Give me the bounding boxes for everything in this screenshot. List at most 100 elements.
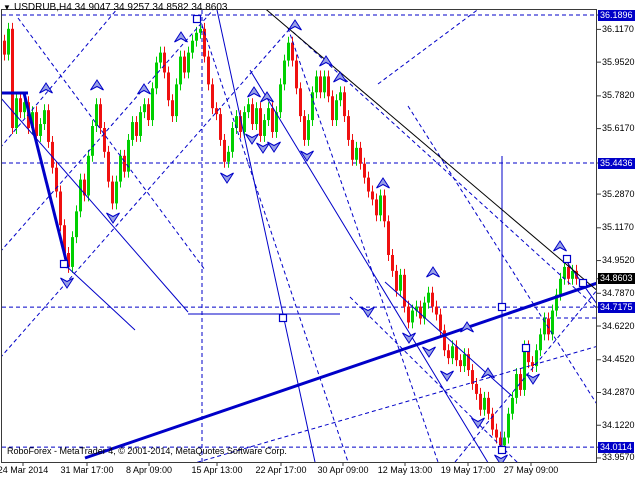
object-anchor-handle[interactable] bbox=[278, 313, 288, 323]
candle bbox=[531, 362, 534, 367]
candle bbox=[239, 116, 242, 132]
trendline[interactable] bbox=[287, 27, 439, 463]
chart-frame bbox=[1, 9, 597, 463]
candle bbox=[559, 278, 562, 295]
candle bbox=[151, 88, 154, 121]
object-anchor-handle[interactable] bbox=[578, 278, 588, 288]
candle bbox=[439, 314, 442, 331]
trendline[interactable] bbox=[201, 24, 349, 463]
candle bbox=[423, 302, 426, 319]
candle bbox=[87, 155, 90, 196]
candle bbox=[15, 98, 18, 129]
trendline[interactable] bbox=[249, 69, 490, 466]
candle bbox=[215, 108, 218, 115]
candle bbox=[7, 28, 10, 55]
trendline[interactable] bbox=[216, 10, 316, 463]
anchor-squares-layer[interactable] bbox=[59, 14, 588, 455]
candle bbox=[547, 318, 550, 335]
candle bbox=[443, 330, 446, 351]
candle bbox=[347, 116, 350, 140]
fractal-down-arrow-icon bbox=[300, 150, 314, 162]
candle bbox=[279, 84, 282, 113]
trendline[interactable] bbox=[566, 261, 612, 325]
trendline[interactable] bbox=[454, 272, 612, 463]
price-axis-label: 33.9570 bbox=[602, 452, 635, 463]
object-anchor-handle[interactable] bbox=[59, 259, 69, 269]
candle bbox=[471, 370, 474, 384]
candle bbox=[311, 92, 314, 121]
time-axis-label: 30 Apr 09:00 bbox=[317, 465, 369, 475]
object-anchor-handle[interactable] bbox=[192, 14, 202, 24]
trendline[interactable] bbox=[255, 0, 606, 298]
candle bbox=[19, 98, 22, 113]
object-anchor-handle[interactable] bbox=[497, 445, 507, 455]
trendline[interactable] bbox=[0, 10, 214, 252]
trendline[interactable] bbox=[22, 92, 70, 269]
symbol-dropdown-icon[interactable]: ▼ bbox=[3, 3, 11, 12]
fractal-down-arrow-icon bbox=[422, 346, 436, 358]
candle bbox=[411, 310, 414, 323]
fractal-up-arrow-icon bbox=[460, 321, 474, 333]
trendline[interactable] bbox=[384, 281, 513, 397]
candle bbox=[91, 126, 94, 156]
trendline[interactable] bbox=[0, 23, 295, 358]
candle bbox=[251, 104, 254, 125]
candle bbox=[39, 124, 42, 136]
trendline[interactable] bbox=[0, 8, 118, 148]
candle bbox=[491, 413, 494, 430]
candle bbox=[395, 270, 398, 291]
candle bbox=[415, 306, 418, 311]
candle bbox=[123, 155, 126, 172]
highlighted-price-label: 36.1896 bbox=[598, 9, 635, 21]
fractal-up-arrow-icon bbox=[288, 19, 302, 31]
fractal-down-arrow-icon bbox=[526, 373, 540, 385]
trendline[interactable] bbox=[349, 296, 520, 465]
trendline[interactable] bbox=[17, 17, 206, 271]
fractal-up-arrow-icon bbox=[174, 31, 188, 43]
candle bbox=[355, 147, 358, 160]
chart-title-ohlc: USDRUB,H4 34.9047 34.9257 34.8582 34.860… bbox=[14, 2, 228, 13]
trendlines-layer[interactable] bbox=[0, 0, 612, 476]
candle bbox=[179, 56, 182, 85]
object-anchor-handle[interactable] bbox=[562, 254, 572, 264]
fractal-up-arrow-icon bbox=[90, 79, 104, 91]
trendline[interactable] bbox=[292, 31, 612, 322]
candle bbox=[103, 128, 106, 152]
candle bbox=[75, 211, 78, 238]
candle bbox=[111, 181, 114, 204]
trendline[interactable] bbox=[63, 263, 136, 331]
candle bbox=[139, 112, 142, 136]
axis-ticks bbox=[22, 14, 601, 466]
trendline[interactable] bbox=[377, 8, 480, 85]
highlighted-price-label: 34.7175 bbox=[598, 301, 635, 313]
trendline[interactable] bbox=[0, 97, 189, 313]
candle bbox=[487, 397, 490, 414]
fractal-down-arrow-icon bbox=[106, 212, 120, 224]
trendline[interactable] bbox=[84, 278, 612, 460]
price-axis-label: 34.1220 bbox=[602, 419, 635, 430]
candle bbox=[167, 72, 170, 101]
trendline[interactable] bbox=[407, 105, 612, 428]
candle bbox=[199, 28, 202, 33]
candle bbox=[219, 114, 222, 140]
object-anchor-handle[interactable] bbox=[497, 302, 507, 312]
candle bbox=[71, 237, 74, 267]
candle bbox=[51, 141, 54, 168]
time-axis-label: 24 Mar 2014 bbox=[0, 465, 49, 475]
candle bbox=[451, 346, 454, 359]
fractal-down-arrow-icon bbox=[267, 141, 281, 153]
candle bbox=[339, 92, 342, 101]
candle bbox=[83, 179, 86, 196]
candle bbox=[155, 62, 158, 89]
object-anchor-handle[interactable] bbox=[521, 343, 531, 353]
candle bbox=[431, 292, 434, 307]
fractal-down-arrow-icon bbox=[220, 172, 234, 184]
candle bbox=[55, 167, 58, 192]
horizontal-level-lines[interactable] bbox=[2, 14, 597, 448]
trendline[interactable] bbox=[150, 342, 612, 476]
candle bbox=[171, 100, 174, 117]
candle bbox=[119, 155, 122, 182]
highlighted-price-label: 34.0114 bbox=[598, 441, 634, 453]
